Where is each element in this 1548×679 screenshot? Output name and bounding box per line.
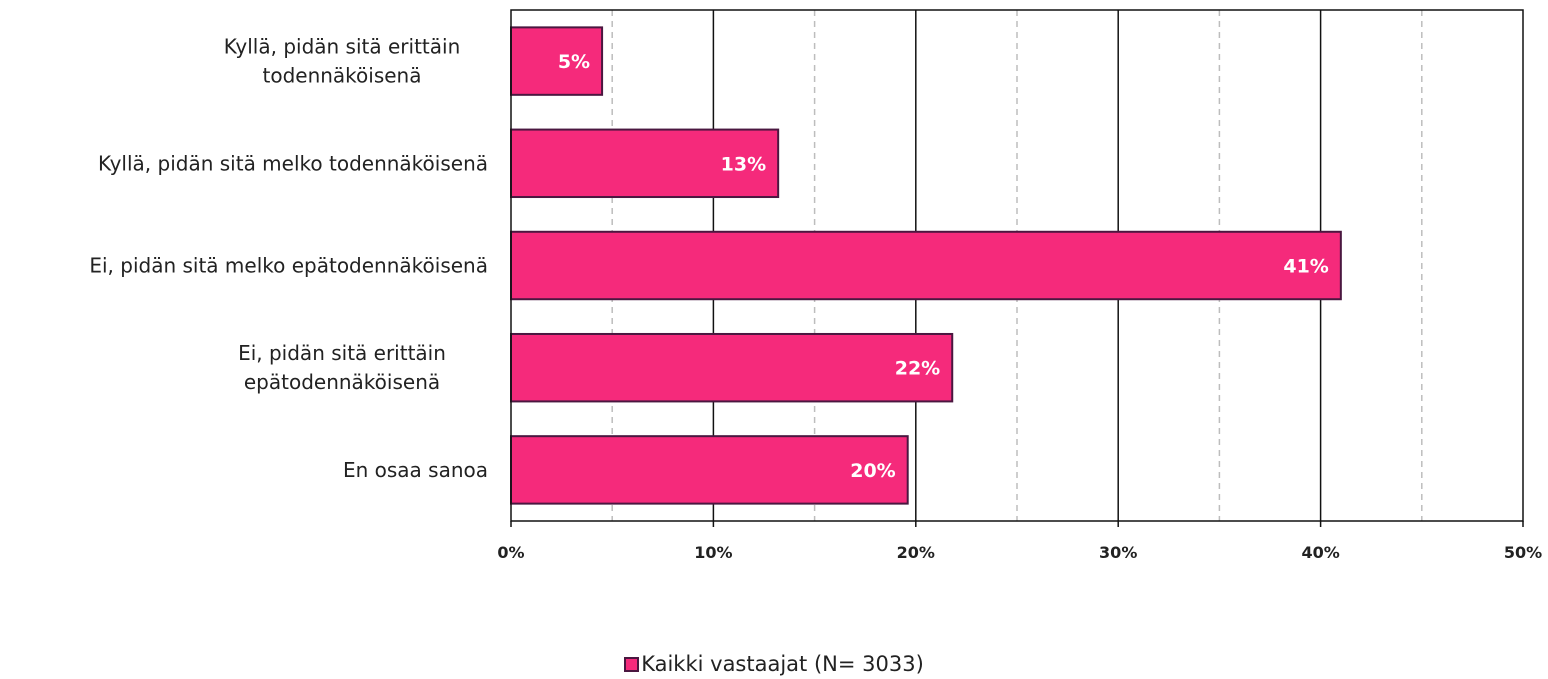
data-label: 22% [895,358,940,380]
x-tick-label: 50% [1504,543,1542,562]
category-label: Kyllä, pidän sitä erittäin todennäköisenä [224,35,461,88]
x-tick-labels: 0% 10% 20% 30% 40% 50% [497,543,1542,562]
x-tick-label: 10% [694,543,732,562]
legend-label: Kaikki vastaajat (N= 3033) [641,652,924,676]
category-label: Ei, pidän sitä erittäin epätodennäköisenä [238,341,446,394]
data-label: 5% [558,51,590,73]
data-label: 41% [1283,256,1328,278]
bar [510,435,909,505]
x-tick-label: 0% [497,543,524,562]
plot-frame [510,9,1524,522]
category-labels: Kyllä, pidän sitä erittäin todennäköisenä… [89,35,488,482]
bar [510,26,604,96]
x-tick-label: 30% [1099,543,1137,562]
data-label: 13% [721,153,766,175]
category-label: En osaa sanoa [343,458,488,482]
bar [510,230,1342,301]
legend: Kaikki vastaajat (N= 3033) [0,652,1548,676]
axes [510,9,1524,527]
bars: 5% 13% 41% 22% 20% [510,26,1342,505]
bar [510,332,954,403]
data-label: 20% [850,460,895,482]
legend-swatch [624,657,640,672]
category-label: Kyllä, pidän sitä melko todennäköisenä [98,151,488,175]
x-tick-label: 20% [897,543,935,562]
category-label: Ei, pidän sitä melko epätodennäköisenä [89,254,488,278]
x-tick-label: 40% [1301,543,1339,562]
bar [510,128,780,199]
